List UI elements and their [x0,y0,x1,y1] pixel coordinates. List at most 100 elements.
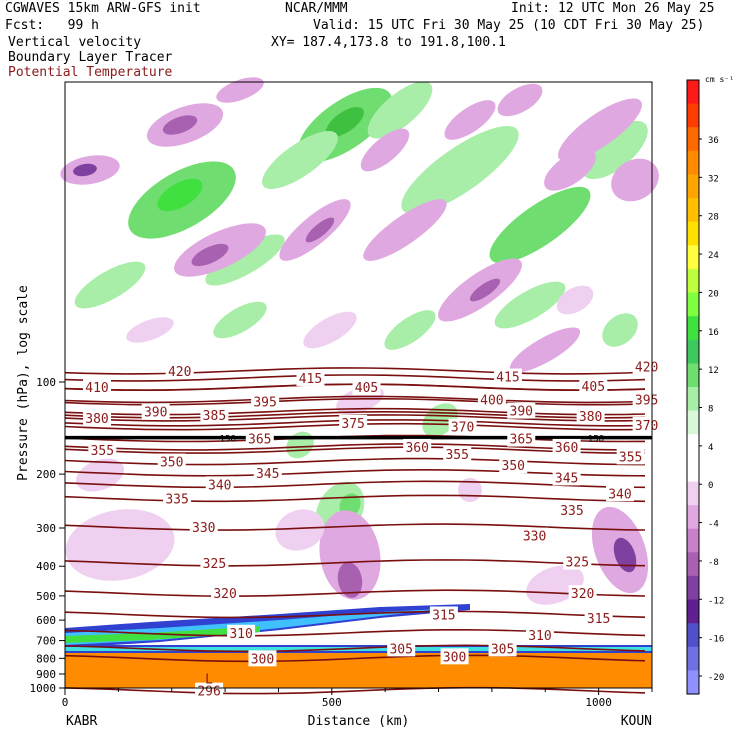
theta-label-background [200,554,229,571]
valid-time: Valid: 15 UTC Fri 30 May 25 (10 CDT Fri … [313,18,705,33]
theta-label: 410 [85,381,108,396]
x-axis: 0 500 1000 Distance (km) KABR KOUN [62,688,653,729]
organization: NCAR/MMM [285,1,348,16]
colorbar-swatch [687,127,699,152]
theta-label: 375 [341,417,364,432]
theta-label: 345 [256,467,279,482]
theta-label: 315 [587,612,610,627]
theta-label: 385 [203,409,226,424]
theta-label: 400 [480,393,503,408]
theta-label-background [443,446,472,463]
theta-label-background [141,403,170,420]
theta-label: 405 [355,381,378,396]
theta-label-background [440,648,469,665]
velocity-cell [613,537,637,573]
colorbar-label: 32 [708,174,719,184]
theta-label-background [211,585,240,602]
right-station: KOUN [621,714,652,729]
velocity-cell [489,186,591,264]
theta-label-background [576,407,605,424]
colorbar-swatch [687,316,699,341]
theta-label: 420 [635,361,658,376]
theta-label: 310 [528,629,551,644]
x-tick-label: 0 [62,696,69,709]
y-tick-label: 200 [36,468,56,481]
velocity-cell [582,120,648,180]
velocity-cell [367,81,433,139]
y-tick-label: 600 [36,614,56,627]
theta-label: 300 [443,650,466,665]
colorbar-label: 20 [708,289,719,299]
colorbar-swatch [687,410,699,435]
theta-contour-line [64,686,646,695]
colorbar-swatch [687,646,699,671]
theta-label-background [568,585,597,602]
init-time: Init: 12 UTC Mon 26 May 25 [511,1,715,16]
velocity-cell [337,562,363,598]
velocity-cell [275,509,325,551]
theta-label: 335 [165,492,188,507]
theta-label-background [493,368,522,385]
theta-label-background [579,377,608,394]
theta-label-background [632,416,661,433]
theta-label-background [552,438,581,455]
velocity-cell [157,178,203,212]
theta-contour-line [64,468,646,477]
theta-contour-line [64,559,646,567]
velocity-cell [303,311,357,349]
theta-label-background [189,519,218,536]
velocity-cell [384,310,436,350]
theta-label: 305 [491,642,514,657]
theta-contour-line [64,374,646,382]
colorbar-swatch [687,339,699,364]
y-tick-label: 300 [36,522,56,535]
theta-label: 380 [85,412,108,427]
theta-label-background [83,379,112,396]
theta-label: 415 [496,371,519,386]
theta-label: 415 [299,372,322,387]
theta-label: 320 [571,587,594,602]
velocity-cell [544,149,596,191]
theta-label: 340 [208,478,231,493]
theta-label: 350 [502,459,525,474]
velocity-cell [262,131,338,189]
theta-label: 325 [566,555,589,570]
colorbar-label: 16 [708,328,719,338]
theta-label: 320 [213,587,236,602]
forecast-hour: Fcst: 99 h [5,18,99,33]
colorbar-swatch [687,623,699,648]
cross-section-coords: XY= 187.4,173.8 to 191.8,100.1 [271,35,506,50]
theta-label-background [507,402,536,419]
theta-label-background [227,624,256,641]
boundary-layer-tracer-field [65,604,652,688]
velocity-cell [205,234,285,286]
colorbar-swatch [687,670,699,695]
theta-label-background [165,362,194,379]
theta-contour-line [64,644,646,653]
theta-label: 310 [229,627,252,642]
theta-label-background [253,464,282,481]
theta-label-background [163,490,192,507]
colorbar-label: -8 [708,558,719,568]
theta-label-background [195,682,224,699]
theta-label: 325 [203,557,226,572]
colorbar-swatch [687,221,699,246]
theta-contour-line [64,523,646,531]
colorbar-label: 36 [708,136,719,146]
field-potential-temperature: Potential Temperature [8,65,173,80]
y-tick-label: 1000 [30,682,57,695]
velocity-cell [73,163,97,177]
x-tick-label: 500 [322,696,342,709]
low-marker: L [205,672,213,687]
theta-label-background [477,391,506,408]
velocity-cell [444,100,496,140]
theta-contour-line [64,494,646,503]
colorbar-border [686,79,700,695]
theta-label-background [403,438,432,455]
potential-temperature-contours [64,367,646,695]
tracer-band [65,647,652,651]
colorbar-swatch [687,80,699,105]
colorbar-swatch [687,599,699,624]
theta-label-background [245,430,274,447]
